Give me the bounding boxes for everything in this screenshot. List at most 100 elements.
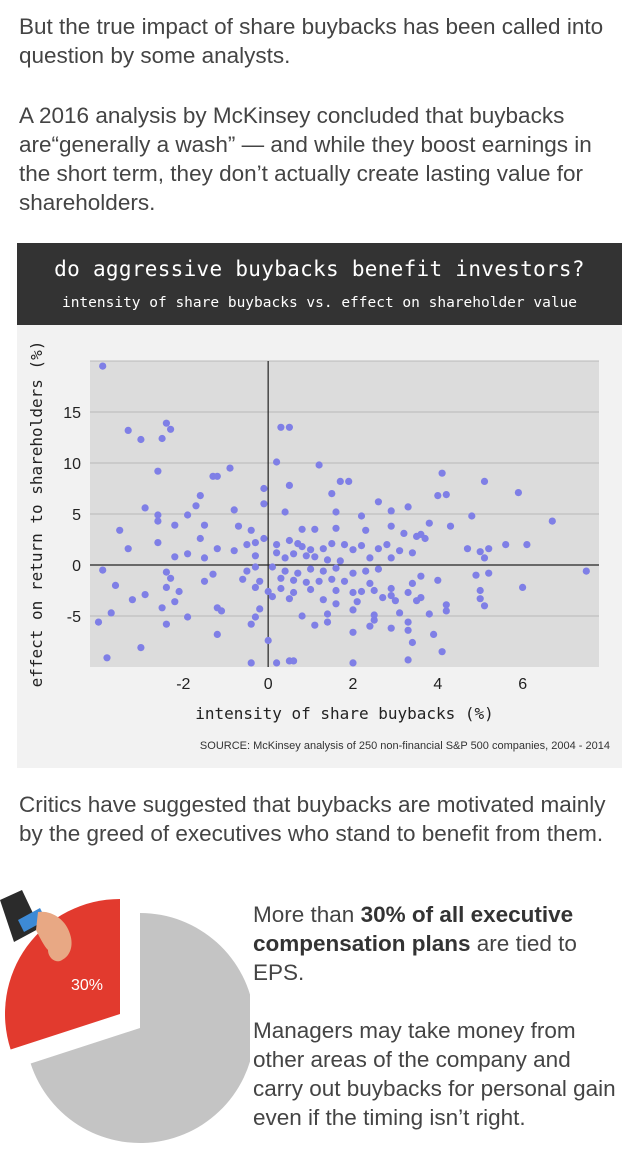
data-point [340, 577, 349, 585]
data-point [302, 578, 310, 586]
chart-header: do aggressive buybacks benefit investors… [17, 243, 622, 325]
data-point [158, 434, 166, 443]
data-point [349, 546, 357, 554]
data-point [387, 554, 395, 562]
data-point [332, 524, 340, 532]
data-point [434, 492, 442, 500]
data-point [251, 583, 259, 591]
x-tick-label: 0 [264, 676, 273, 693]
data-point [319, 567, 327, 575]
data-point [213, 630, 221, 638]
data-point [171, 598, 179, 606]
x-axis-label: intensity of share buybacks (%) [195, 704, 494, 723]
side-p1-post: are tied to EPS. [253, 931, 577, 985]
data-point [264, 636, 272, 645]
data-point [319, 545, 327, 553]
data-point [239, 575, 247, 583]
data-point [404, 503, 412, 511]
data-point [213, 604, 221, 612]
data-point [357, 542, 366, 550]
data-point [213, 472, 221, 480]
data-point [290, 550, 298, 558]
y-tick-label: 5 [72, 507, 81, 524]
data-point [357, 587, 366, 596]
data-point [404, 656, 412, 664]
side-text: More than 30% of all executive compensat… [253, 900, 623, 1132]
data-point [366, 622, 374, 630]
data-point [425, 519, 433, 527]
data-point [442, 607, 450, 615]
data-point [502, 541, 510, 549]
side-paragraph-1: More than 30% of all executive compensat… [253, 900, 623, 987]
data-point [175, 587, 183, 596]
data-point [315, 577, 323, 585]
data-point [99, 566, 107, 574]
data-point [383, 541, 391, 549]
data-point [124, 426, 132, 434]
x-tick-label: 4 [433, 676, 442, 693]
data-point [277, 423, 285, 431]
data-point [154, 511, 162, 519]
data-point [184, 613, 192, 621]
data-point [387, 584, 395, 593]
data-point [184, 550, 192, 558]
data-point [370, 611, 378, 619]
data-point [374, 565, 382, 573]
data-point [548, 517, 556, 525]
data-point [408, 549, 416, 557]
data-point [260, 534, 268, 543]
data-point [442, 601, 450, 609]
data-point [472, 571, 480, 579]
data-point [285, 595, 293, 603]
data-point [336, 477, 344, 485]
data-point [408, 638, 416, 647]
data-point [349, 628, 357, 636]
data-point [404, 588, 412, 597]
data-point [167, 574, 175, 582]
data-point [247, 620, 255, 628]
data-point [332, 508, 340, 516]
side-paragraph-2: Managers may take money from other areas… [253, 1018, 616, 1130]
data-point [226, 464, 234, 472]
data-point [332, 564, 340, 572]
data-point [273, 541, 281, 549]
data-point [438, 648, 446, 656]
data-point [374, 545, 382, 553]
data-point [281, 508, 289, 516]
sleeve-icon [0, 890, 40, 942]
data-point [141, 591, 149, 599]
data-point [349, 569, 357, 577]
data-point [311, 553, 319, 561]
data-point [523, 541, 531, 549]
data-point [260, 484, 268, 493]
data-point [387, 624, 395, 632]
data-point [162, 419, 170, 427]
data-point [379, 594, 387, 602]
data-point [387, 592, 395, 600]
data-point [273, 659, 281, 667]
data-point [404, 626, 412, 634]
data-point [268, 593, 276, 601]
data-point [162, 583, 170, 591]
data-point [268, 563, 276, 571]
data-point [285, 481, 293, 489]
data-point [290, 576, 298, 584]
data-point [400, 529, 408, 537]
data-point [200, 554, 209, 562]
data-point [370, 616, 378, 624]
data-point [417, 572, 425, 580]
data-point [298, 612, 306, 620]
data-point [485, 569, 493, 577]
data-point [404, 618, 412, 626]
data-point [349, 659, 357, 667]
side-p1-bold: 30% of all executive compensation plans [253, 902, 574, 956]
data-point [162, 620, 170, 628]
data-point [167, 425, 175, 433]
data-point [124, 545, 132, 553]
y-axis-label: effect on return to shareholders (%) [27, 341, 46, 688]
data-point [213, 545, 221, 553]
data-point [256, 577, 264, 585]
data-point [438, 469, 446, 477]
hand-icon [36, 911, 72, 962]
data-point [357, 512, 366, 520]
